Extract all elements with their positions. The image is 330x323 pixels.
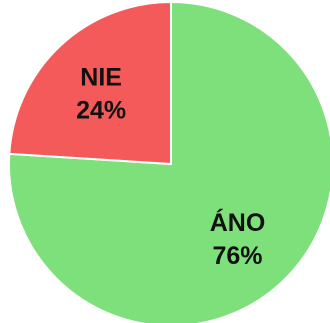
pie-label-value: 24% — [76, 97, 126, 125]
pie-label-value: 76% — [213, 242, 263, 270]
pie-label-áno: ÁNO 76% — [210, 208, 266, 270]
pie-label-name: NIE — [80, 64, 122, 92]
pie-slice-nie — [8, 0, 172, 166]
pie-label-name: ÁNO — [210, 208, 266, 237]
pie-slice-áno — [8, 0, 330, 323]
pie-labels: ÁNO 76% NIE 24% — [76, 64, 265, 270]
pie-slices — [8, 0, 330, 323]
pie-label-nie: NIE 24% — [76, 64, 126, 125]
